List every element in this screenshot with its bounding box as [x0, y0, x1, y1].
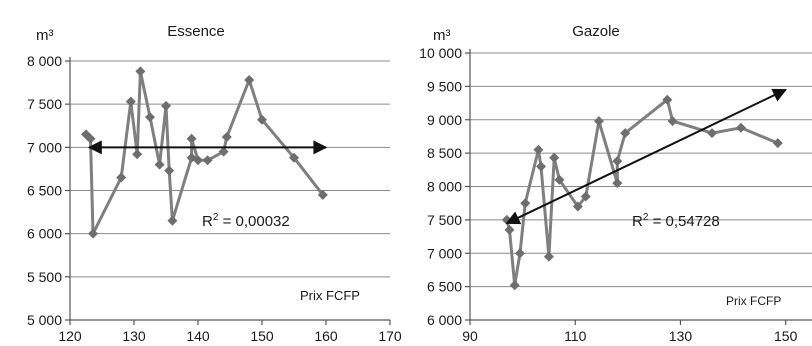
series-line [84, 69, 325, 236]
y-tick-label: 8 000 [427, 179, 462, 195]
data-point [161, 100, 171, 111]
x-tick-label: 170 [378, 328, 402, 344]
y-axis-unit: m³ [433, 27, 451, 44]
y-tick-label: 6 000 [427, 312, 462, 328]
data-point [289, 152, 299, 163]
data-point [193, 155, 203, 166]
y-tick-label: 6 500 [427, 279, 462, 295]
y-tick-label: 8 500 [427, 145, 462, 161]
data-point [317, 189, 328, 200]
y-tick-label: 10 000 [419, 45, 462, 61]
y-tick-label: 7 500 [27, 96, 62, 112]
data-point [543, 251, 554, 262]
x-tick-label: 130 [669, 328, 693, 344]
x-tick-label: 90 [462, 328, 478, 344]
data-point [186, 133, 197, 144]
x-tick-label: 120 [58, 328, 82, 344]
data-point [125, 96, 136, 107]
data-point [549, 152, 560, 163]
data-point [202, 155, 213, 166]
data-point [145, 112, 155, 123]
x-tick-label: 130 [122, 328, 146, 344]
data-point [593, 116, 604, 127]
y-axis-unit: m³ [36, 27, 54, 44]
data-point [612, 156, 623, 167]
y-tick-label: 6 000 [27, 226, 62, 242]
chart-gazole: 6 000 6 500 7 000 7 500 8 000 8 500 9 000 9 500… [419, 23, 812, 344]
y-tick-label: 7 500 [427, 212, 462, 228]
y-tick-label: 5 500 [27, 269, 62, 285]
data-point [707, 128, 718, 139]
r-squared-label: R2 = 0,54728 [632, 212, 720, 230]
trendline-arrow [505, 88, 787, 225]
data-point [501, 214, 512, 225]
r-squared-label: R2 = 0,00032 [202, 212, 290, 230]
y-tick-label: 6 500 [27, 183, 62, 199]
x-axis-label: Prix FCFP [726, 294, 781, 308]
y-tick-label: 7 000 [27, 139, 62, 155]
data-point [244, 74, 255, 85]
data-point [772, 138, 783, 149]
y-tick-label: 7 000 [427, 245, 462, 261]
data-point [514, 248, 525, 259]
data-point [735, 122, 746, 133]
data-point [509, 280, 520, 291]
data-point [504, 224, 515, 235]
data-point [132, 149, 143, 160]
x-tick-label: 150 [774, 328, 798, 344]
x-tick-label: 160 [314, 328, 338, 344]
data-point [536, 161, 547, 172]
y-tick-label: 9 500 [427, 78, 462, 94]
y-tick-label: 8 000 [27, 53, 62, 69]
chart-title: Essence [167, 23, 225, 40]
data-point [88, 228, 99, 239]
x-tick-label: 140 [186, 328, 210, 344]
data-point [221, 131, 232, 142]
data-point [164, 165, 175, 176]
data-point [667, 116, 678, 127]
y-tick-label: 9 000 [427, 112, 462, 128]
x-tick-label: 150 [250, 328, 274, 344]
x-axis-label: Prix FCFP [300, 288, 360, 303]
data-point [116, 172, 127, 183]
data-point [520, 198, 531, 209]
data-point [257, 114, 267, 125]
x-tick-label: 110 [564, 328, 587, 344]
chart-title: Gazole [572, 23, 620, 40]
data-point [154, 159, 165, 170]
y-tick-label: 5 000 [27, 312, 62, 328]
data-point [167, 215, 178, 226]
chart-essence: 5 000 5 500 6 000 6 500 7 000 7 500 8 000 120 13… [27, 23, 402, 344]
data-point [135, 66, 146, 77]
